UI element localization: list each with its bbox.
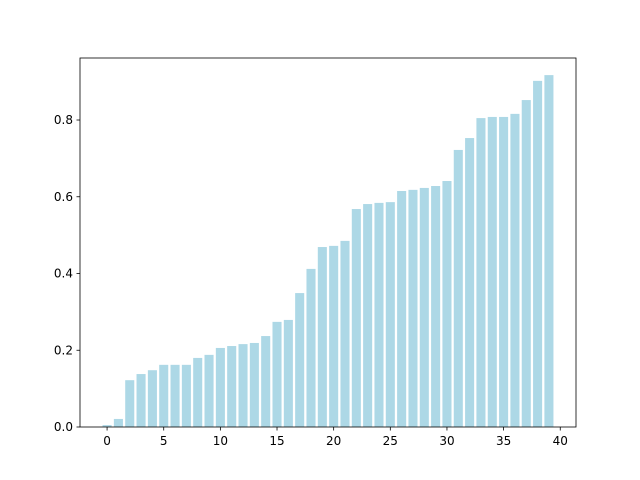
bar [476,118,486,428]
bar [306,268,316,427]
y-tick-label: 0.2 [54,343,73,357]
bar [408,189,418,427]
y-tick-label: 0.6 [54,190,73,204]
x-tick-label: 20 [326,434,341,448]
bar [204,354,214,427]
bar [283,319,293,427]
x-tick-label: 35 [496,434,511,448]
bar [102,425,112,427]
bar [227,346,237,427]
bar [159,364,169,427]
bar [465,138,475,427]
bar [453,149,463,428]
bar [510,113,520,427]
x-tick-label: 15 [269,434,284,448]
bar [544,75,554,428]
bar [419,187,429,427]
x-tick-label: 0 [103,434,111,448]
x-tick-label: 30 [439,434,454,448]
bar [125,380,135,427]
bar [442,181,452,427]
bar [397,191,407,427]
bar [272,321,282,427]
plot-frame [79,57,577,428]
bar [193,357,203,427]
bar [136,374,146,427]
x-tick-label: 25 [383,434,398,448]
bar [249,342,259,427]
bar [499,116,509,427]
y-tick-label: 0.8 [54,113,73,127]
bar [329,245,339,427]
x-tick-label: 5 [160,434,168,448]
bar [295,293,305,427]
bar [340,240,350,427]
bar [351,209,361,427]
bar [181,364,191,427]
y-tick-label: 0.4 [54,267,73,281]
bar [147,370,157,427]
bar [521,100,531,427]
x-tick-label: 40 [553,434,568,448]
bar [363,204,373,427]
bar [238,344,248,427]
bar [487,116,497,427]
bar [385,202,395,427]
bar [533,80,543,427]
bar [317,247,327,427]
bar [215,347,225,427]
bar [374,202,384,427]
bar [261,336,271,427]
y-tick-label: 0.0 [54,420,73,434]
bar [170,364,180,427]
bar [431,186,441,427]
x-tick-label: 10 [213,434,228,448]
bar [113,418,123,427]
